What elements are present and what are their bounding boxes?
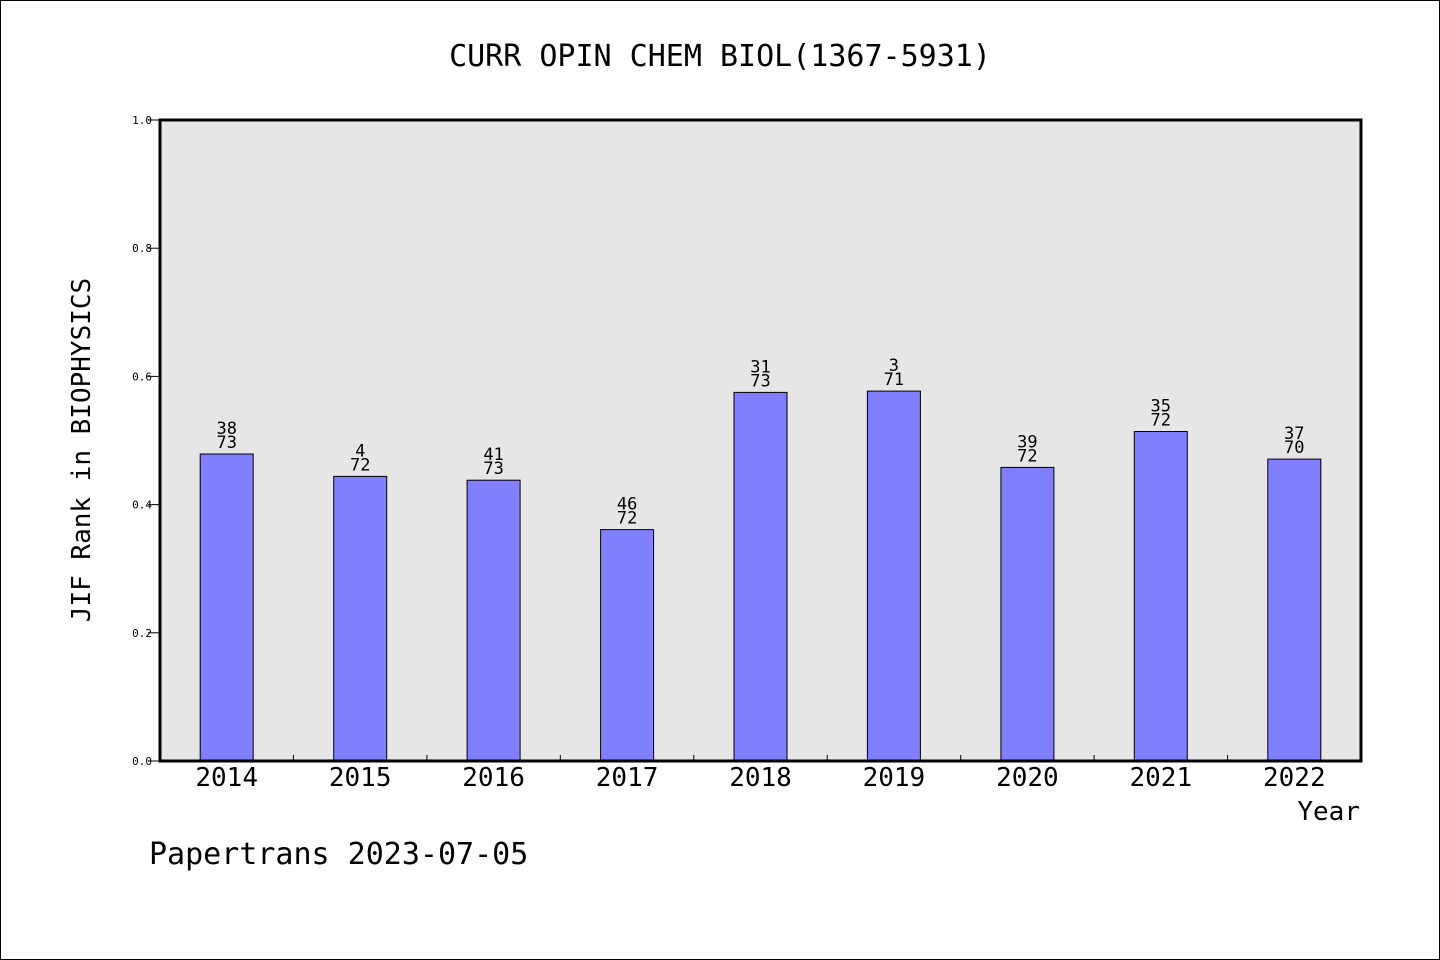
x-tick-label-2016: 2016 — [462, 763, 525, 793]
data-label-total-2022: 70 — [1284, 438, 1304, 458]
data-label-total-2019: 71 — [884, 370, 904, 390]
x-tick-label-2022: 2022 — [1263, 763, 1326, 793]
bar-2014 — [199, 453, 254, 762]
data-label-total-2017: 72 — [617, 509, 637, 529]
x-axis-label: Year — [1297, 797, 1360, 827]
data-label-rank-2021: 35 — [1151, 397, 1171, 417]
x-tick-label-2021: 2021 — [1129, 763, 1192, 793]
data-label-total-2020: 72 — [1017, 446, 1037, 466]
y-tick-label: 1.0 — [132, 114, 152, 127]
bar-2017 — [600, 529, 655, 762]
bars-layer — [199, 390, 1322, 762]
chart-title: CURR OPIN CHEM BIOL(1367-5931) — [449, 39, 991, 74]
x-axis-layer: 2014 2015 2016 2017 2018 2019 2020 2021 2022 — [195, 755, 1326, 793]
data-label-rank-2016: 41 — [483, 445, 503, 465]
y-tick-label: 0.6 — [132, 370, 152, 383]
data-label-rank-2014: 38 — [216, 419, 236, 439]
data-label-total-2014: 73 — [216, 433, 236, 453]
data-label-total-2015: 72 — [350, 455, 370, 475]
data-label-rank-2022: 37 — [1284, 424, 1304, 444]
y-axis-layer: 0.0 0.2 0.4 0.6 0.8 1.0 — [132, 114, 160, 768]
y-tick-label: 0.2 — [132, 627, 152, 640]
data-label-rank-2015: 4 — [355, 441, 365, 461]
bar-2019 — [866, 390, 921, 762]
data-label-total-2018: 73 — [750, 371, 770, 391]
y-tick-label: 0.0 — [132, 755, 152, 768]
x-tick-label-2019: 2019 — [863, 763, 926, 793]
data-label-total-2021: 72 — [1151, 411, 1171, 431]
bar-2022 — [1267, 458, 1322, 762]
x-tick-label-2014: 2014 — [195, 763, 258, 793]
x-tick-label-2020: 2020 — [996, 763, 1059, 793]
y-tick-label: 0.8 — [132, 242, 152, 255]
bar-2018 — [733, 391, 788, 762]
plot-border — [158, 118, 1363, 763]
x-tick-label-2015: 2015 — [329, 763, 392, 793]
data-label-rank-2019: 3 — [889, 356, 899, 376]
data-label-rank-2020: 39 — [1017, 432, 1037, 452]
y-tick-label: 0.4 — [132, 499, 152, 512]
data-label-rank-2017: 46 — [617, 495, 637, 515]
x-tick-label-2017: 2017 — [596, 763, 659, 793]
bar-2020 — [1000, 466, 1055, 762]
data-label-rank-2018: 31 — [750, 357, 770, 377]
bar-2016 — [466, 479, 521, 762]
y-axis-label: JIF Rank in BIOPHYSICS — [67, 278, 97, 622]
x-tick-label-2018: 2018 — [729, 763, 792, 793]
watermark-text: Papertrans 2023-07-05 — [149, 837, 528, 872]
data-label-total-2016: 73 — [483, 459, 503, 479]
bar-2021 — [1133, 431, 1188, 762]
bar-2015 — [333, 475, 388, 762]
